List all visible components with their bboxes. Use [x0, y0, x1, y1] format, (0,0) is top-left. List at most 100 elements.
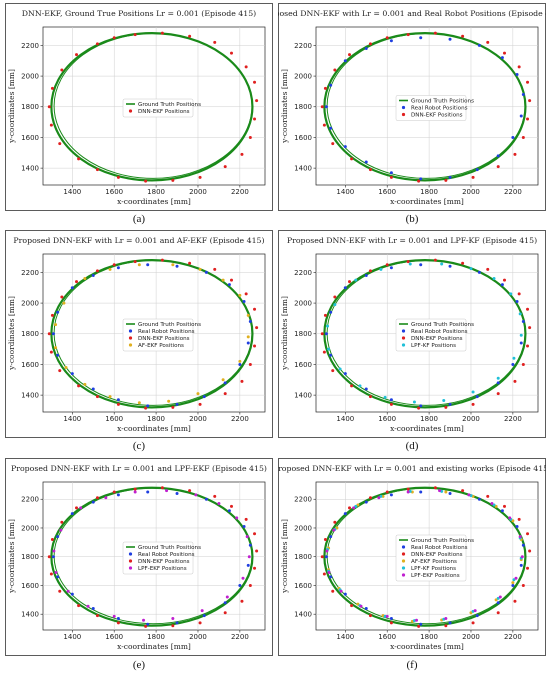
chart3-series-2-point-23 — [323, 313, 327, 317]
chart3-xtick-label-4: 2200 — [504, 415, 522, 423]
chart5-series-1-point-3 — [419, 490, 423, 494]
chart1-legend — [395, 95, 467, 121]
chart4-series-1-point-6 — [227, 509, 231, 513]
chart0-series-1-point-6 — [229, 51, 233, 55]
chart2-series-1-point-18 — [56, 353, 60, 357]
chart4-series-2-point-21 — [49, 572, 53, 576]
chart3-series-2-point-4 — [461, 261, 465, 265]
chart1-legend-marker-2 — [401, 112, 406, 117]
chart5-series-2-point-4 — [461, 489, 465, 493]
chart4-series-1-point-1 — [91, 500, 95, 504]
chart3-title: Proposed DNN-EKF with Lr = 0.001 and LPF… — [287, 236, 537, 245]
chart4-series-2-point-3 — [160, 486, 164, 490]
chart5-series-5-point-19 — [332, 528, 336, 532]
chart5-series-2-point-17 — [389, 621, 393, 625]
chart5-series-1-point-2 — [389, 493, 393, 497]
chart4-series-3-point-0 — [79, 506, 83, 510]
chart1-series-2-point-20 — [331, 142, 335, 146]
chart4-ytick-label-4: 2200 — [21, 496, 39, 504]
chart1-series-2-point-2 — [406, 33, 410, 37]
chart3-series-3-point-10 — [496, 376, 500, 380]
chart4-series-3-point-3 — [165, 489, 169, 493]
chart3-series-1-point-10 — [511, 362, 515, 366]
chart5-series-1-point-20 — [329, 535, 333, 539]
chart1-series-1-point-11 — [496, 154, 500, 158]
chart4-series-2-point-17 — [116, 621, 120, 625]
chart3-series-3-point-8 — [519, 333, 523, 337]
chart2-series-2-point-1 — [112, 263, 116, 267]
chart1-xtick-label-0: 1400 — [336, 188, 354, 196]
chart4-series-1-point-18 — [56, 575, 60, 579]
chart2-series-1-point-16 — [91, 387, 95, 391]
chart3-series-2-point-0 — [368, 269, 372, 273]
chart5-series-1-point-10 — [511, 583, 515, 587]
chart3-series-3-point-2 — [408, 262, 412, 266]
chart4-series-3-point-6 — [235, 516, 239, 520]
chart0-series-1-point-8 — [253, 80, 257, 84]
chart5-series-5-point-0 — [352, 506, 356, 510]
chart5-series-3-point-3 — [444, 490, 448, 494]
chart0-series-0-ellipse-inner — [53, 33, 253, 179]
chart4-series-2-point-6 — [229, 504, 233, 508]
chart5-series-4-point-14 — [383, 614, 387, 618]
chart4-series-1-point-13 — [175, 621, 179, 625]
chart3-series-2-point-13 — [496, 392, 500, 396]
chart5-xtick-label-4: 2200 — [504, 633, 522, 641]
chart4-ylabel: y-coordinates [mm] — [7, 519, 16, 594]
chart3-series-3-point-1 — [379, 267, 383, 271]
chart4-legend-marker-1 — [128, 552, 133, 556]
chart2-series-2-point-8 — [253, 307, 257, 311]
chart2-series-2-point-20 — [58, 369, 62, 373]
chart4-series-1-point-16 — [91, 606, 95, 610]
chart5-series-2-point-12 — [513, 599, 517, 603]
chart5-series-5-point-4 — [467, 493, 471, 497]
chart3-series-1-point-2 — [389, 266, 393, 270]
chart5-xtick-label-3: 2000 — [462, 633, 480, 641]
chart3-legend-label-3: LPF-KF Positions — [411, 343, 456, 349]
chart1-series-1-point-7 — [515, 73, 519, 77]
chart5-legend-label-3: AF-EKF Positions — [411, 559, 457, 565]
chart2-series-1-point-17 — [70, 372, 74, 376]
chart3-series-2-point-5 — [486, 267, 490, 271]
chart5-series-2-point-5 — [486, 494, 490, 498]
chart3-xtick-label-3: 2000 — [462, 415, 480, 423]
chart5-series-1-point-11 — [496, 601, 500, 605]
chart4-series-2-point-22 — [47, 555, 51, 559]
chart3-series-3-point-5 — [492, 277, 496, 281]
chart2-legend — [122, 318, 194, 352]
chart3-ylabel: y-coordinates [mm] — [280, 296, 289, 371]
chart4-series-3-point-4 — [194, 493, 198, 497]
caption-f: (f) — [406, 659, 418, 671]
chart0-xtick-label-0: 1400 — [63, 188, 81, 196]
chart0-series-1-point-13 — [223, 165, 227, 169]
scatter-chart-c: Proposed DNN-EKF with Lr = 0.001 and AF-… — [5, 230, 273, 438]
chart1-series-2-point-25 — [348, 53, 352, 57]
chart4-series-2-point-12 — [240, 599, 244, 603]
chart2-series-2-point-11 — [248, 362, 252, 366]
chart4-legend-label-1: Real Robot Positions — [138, 552, 195, 558]
chart1-series-2-point-12 — [513, 152, 517, 156]
chart2-series-1-point-9 — [246, 341, 250, 345]
chart2-ylabel: y-coordinates [mm] — [7, 296, 16, 371]
chart1-xtick-label-4: 2200 — [504, 188, 522, 196]
chart3-series-1-point-4 — [448, 264, 452, 268]
chart2-series-1-point-11 — [223, 381, 227, 385]
chart0-series-1-point-18 — [95, 168, 99, 172]
chart1-ytick-label-0: 1400 — [294, 165, 312, 173]
chart1-series-1-point-6 — [500, 56, 504, 60]
chart1-series-1-point-13 — [448, 175, 452, 179]
chart4-marks — [47, 486, 259, 628]
chart3-series-1-point-18 — [329, 353, 333, 357]
chart5-series-3-point-1 — [381, 494, 385, 498]
chart3-series-3-point-17 — [327, 347, 331, 351]
chart4-series-2-point-1 — [112, 490, 116, 494]
scatter-chart-a: DNN-EKF, Ground True Positions Lr = 0.00… — [5, 3, 273, 211]
chart1-xtick-label-3: 2000 — [462, 188, 480, 196]
chart5-series-1-point-0 — [343, 512, 347, 516]
chart4-series-1-point-3 — [146, 490, 150, 494]
chart3-series-2-point-10 — [526, 344, 530, 348]
chart0-series-1-point-9 — [255, 99, 259, 103]
chart5-xlabel: x-coordinates [mm] — [390, 642, 464, 651]
chart4-series-3-point-11 — [200, 609, 204, 613]
chart4-xtick-label-1: 1600 — [105, 633, 123, 641]
